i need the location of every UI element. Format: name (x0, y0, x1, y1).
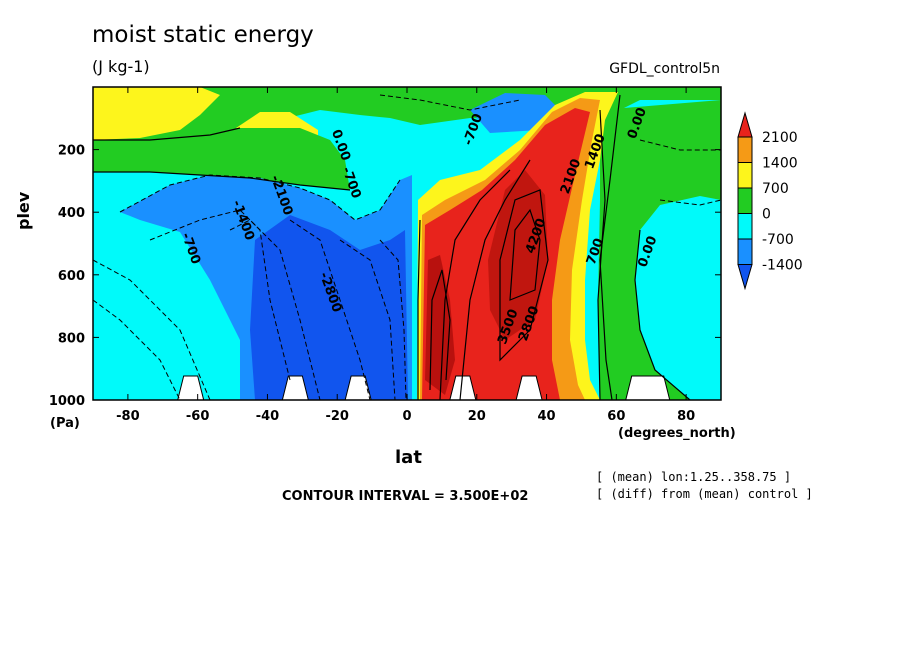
x-tick-label: 0 (402, 409, 411, 424)
x-tick-label: 20 (468, 409, 486, 424)
terrain-bump (449, 375, 477, 400)
x-tick-label: 80 (677, 409, 695, 424)
y-tick-label: 1000 (49, 394, 85, 409)
y-tick-label: 400 (58, 206, 85, 221)
axes: -80 -60 -40 -20 0 20 40 60 80 200 400 600 800 1000 (49, 87, 721, 424)
contour-line-dashed (379, 94, 521, 111)
diff-note: [ (diff) from (mean) control ] (596, 487, 813, 501)
contour-line (499, 189, 549, 362)
filled-contours (93, 87, 721, 400)
contour-line (509, 208, 541, 301)
x-tick-label: -20 (325, 409, 349, 424)
contour-interval: CONTOUR INTERVAL = 3.500E+02 (282, 489, 529, 504)
colorbar-segment (737, 213, 753, 240)
colorbar-segment (737, 136, 753, 163)
chart-units: (J kg-1) (92, 57, 150, 76)
x-tick-label: 40 (538, 409, 556, 424)
contour-line (93, 127, 241, 141)
y-tick-label: 200 (58, 144, 85, 159)
field-yellow-topleft (93, 87, 220, 140)
y-axis-units: (Pa) (50, 416, 80, 431)
colorbar-arrow-bottom (737, 264, 753, 291)
field-green-right (598, 100, 721, 400)
terrain-bump (281, 375, 309, 400)
contour-line-dashed (339, 239, 396, 400)
colorbar-label: 0 (762, 207, 771, 223)
terrain-bump (515, 375, 543, 400)
colorbar-arrow-top (737, 111, 753, 138)
terrain-bump (344, 375, 372, 400)
y-tick-label: 600 (58, 269, 85, 284)
field-blue-core (250, 215, 408, 400)
field-green-left (93, 128, 350, 190)
colorbar-label: -700 (762, 232, 794, 248)
contour-line-dashed (639, 139, 721, 151)
colorbar-label: -1400 (762, 258, 803, 274)
x-tick-label: -60 (186, 409, 210, 424)
colorbar-label: 2100 (762, 130, 798, 146)
y-tick-label: 800 (58, 331, 85, 346)
terrain-bump (625, 375, 671, 400)
contour-line (429, 269, 451, 391)
x-tick-label: 60 (607, 409, 625, 424)
x-tick-label: -40 (256, 409, 280, 424)
contour-line (439, 169, 511, 400)
colorbar-segment (737, 238, 753, 265)
colorbar-segment (737, 162, 753, 189)
x-tick-label: -80 (116, 409, 140, 424)
colorbar: 2100 1400 700 0 -700 -1400 (737, 111, 803, 291)
contour-line (634, 229, 691, 400)
x-axis-label: lat (395, 447, 422, 468)
contour-line-dashed (229, 219, 321, 400)
contour-line (417, 219, 421, 400)
colorbar-segment (737, 187, 753, 214)
contour-line-dashed (149, 209, 291, 381)
mean-note: [ (mean) lon:1.25..358.75 ] (596, 470, 792, 484)
contour-line-dashed (289, 219, 371, 400)
dataset-label: GFDL_control5n (609, 61, 720, 77)
colorbar-label: 1400 (762, 156, 798, 172)
contour-line-dashed (379, 239, 407, 400)
contour-line-dashed (659, 199, 721, 206)
chart-title: moist static energy (92, 22, 314, 48)
contour-line (459, 159, 531, 400)
contour-lines (93, 94, 721, 400)
y-axis-label: plev (14, 191, 33, 230)
field-darkred-core-right (488, 170, 548, 340)
x-axis-units: (degrees_north) (618, 426, 736, 441)
contour-line-dashed (93, 299, 181, 400)
contour-line (93, 171, 351, 191)
colorbar-label: 700 (762, 181, 789, 197)
contour-line (599, 94, 621, 400)
